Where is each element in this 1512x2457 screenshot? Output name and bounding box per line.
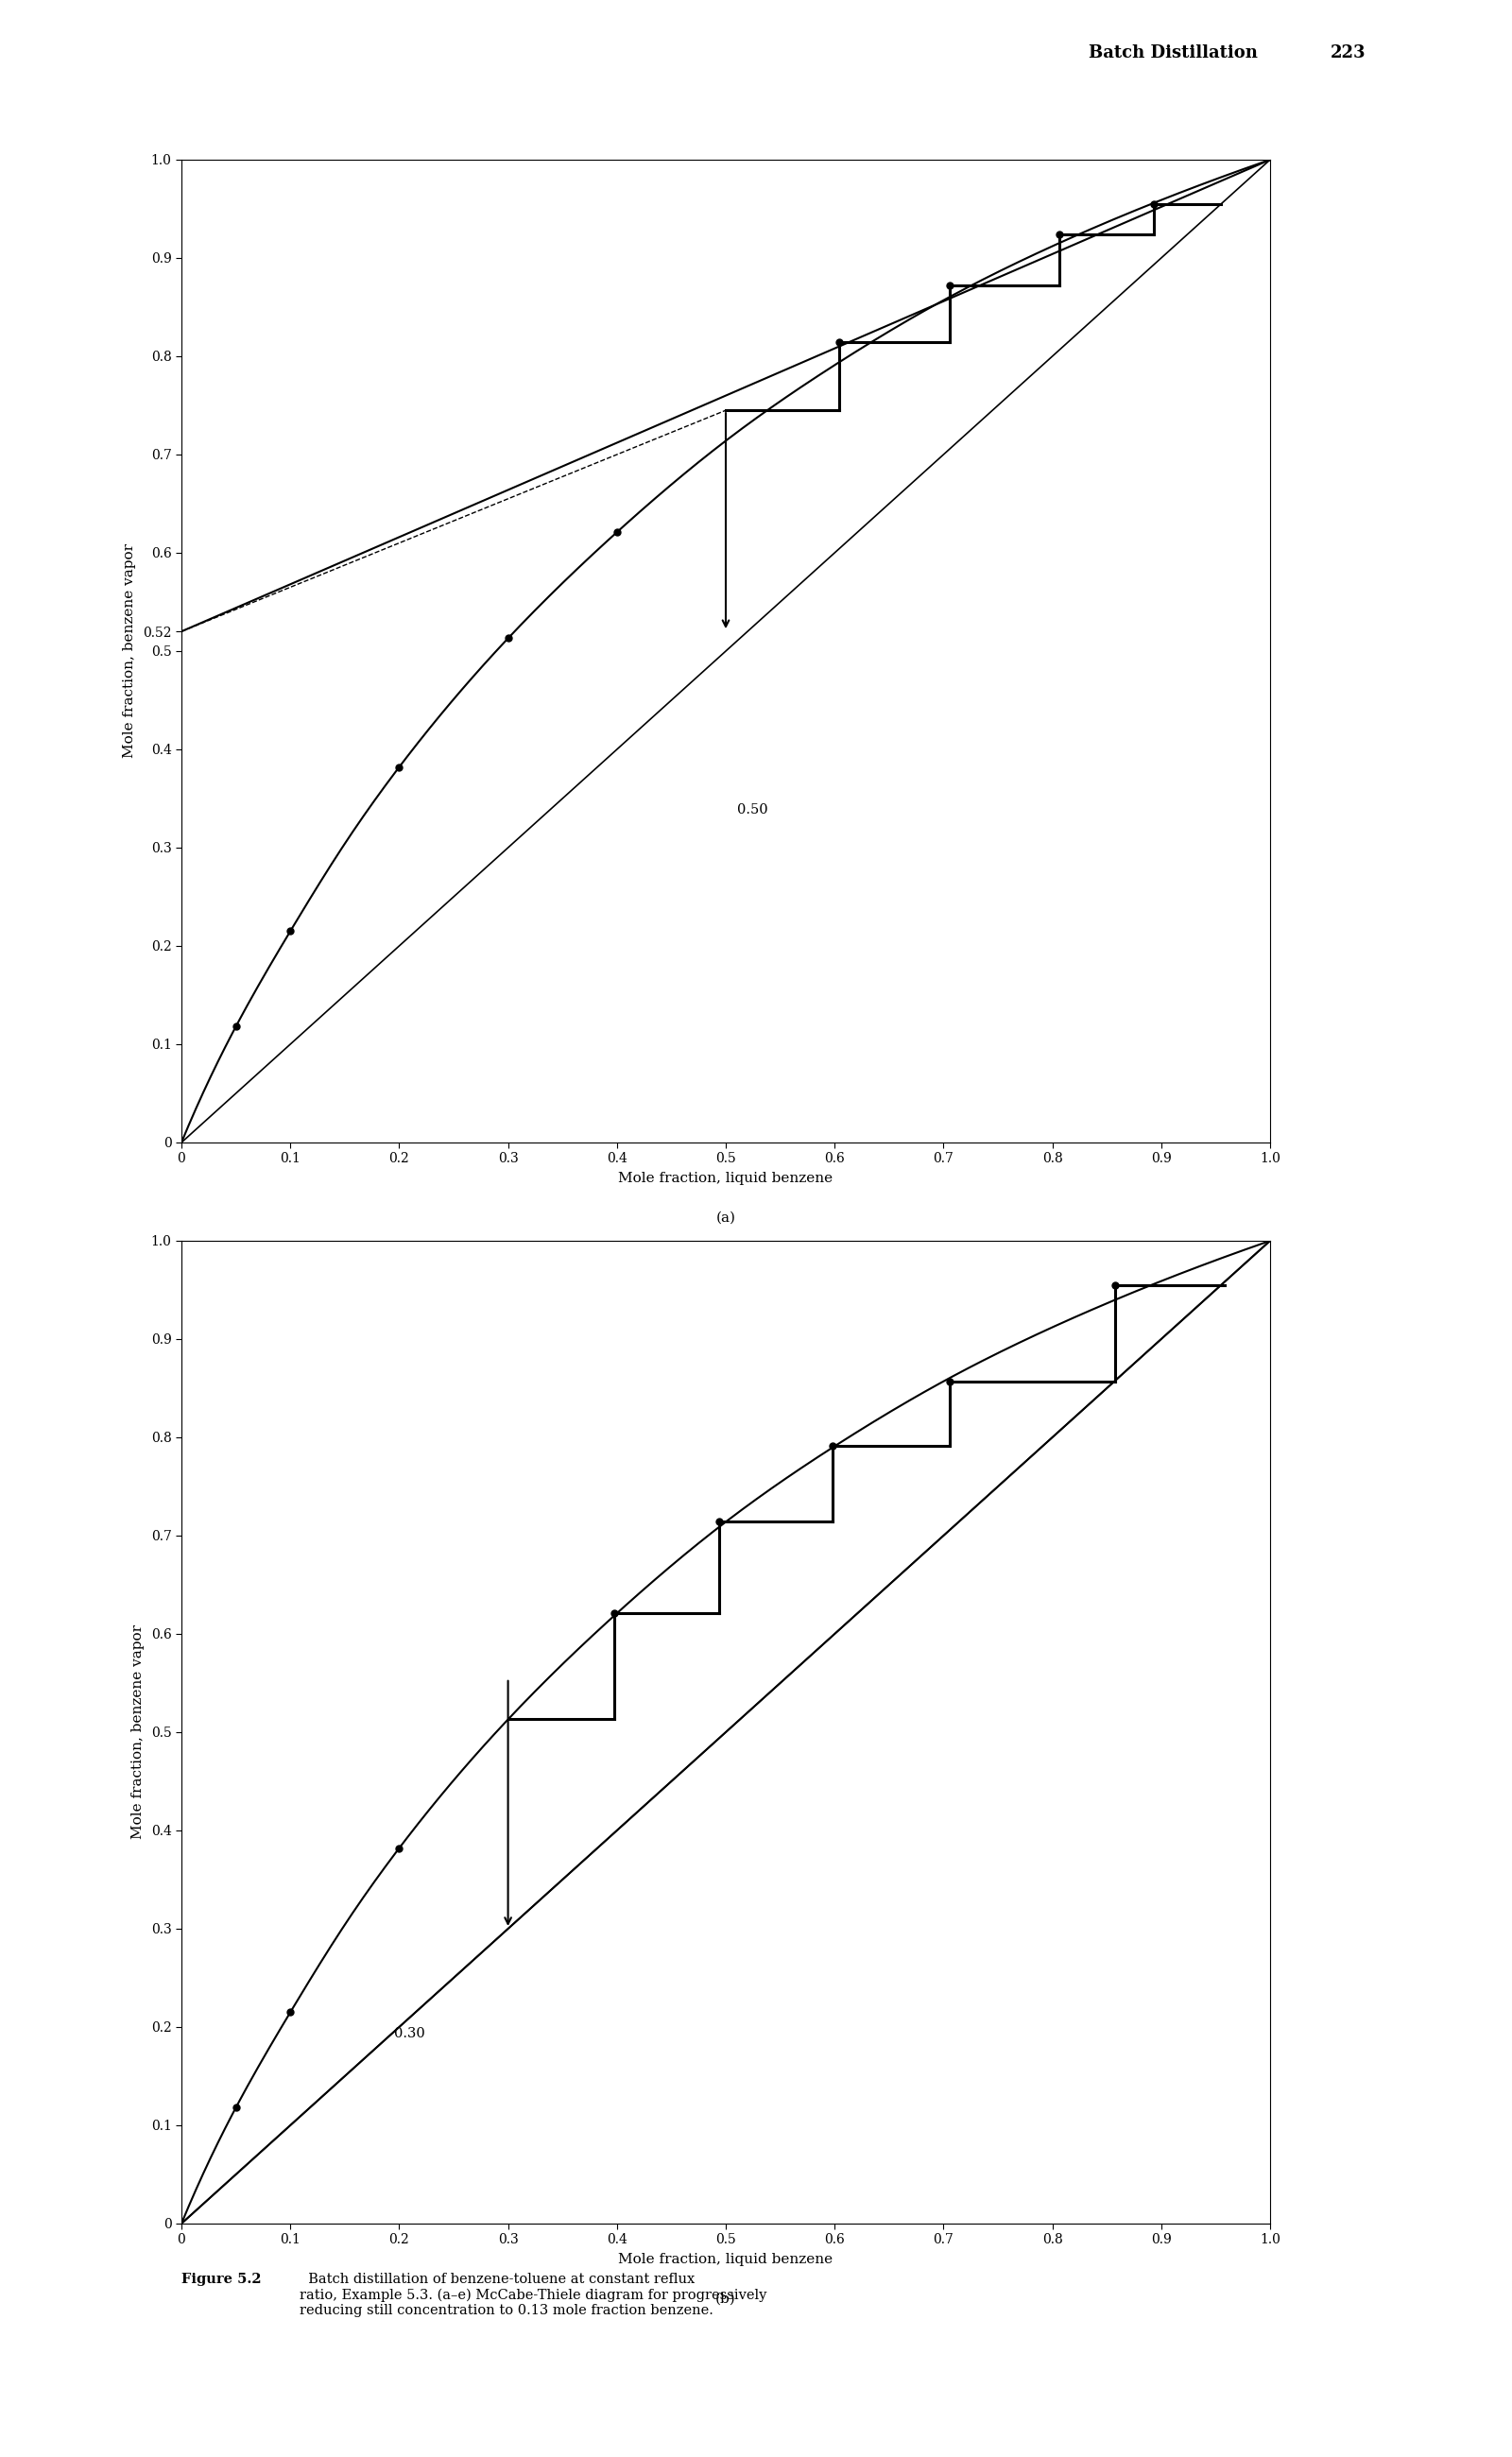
X-axis label: Mole fraction, liquid benzene: Mole fraction, liquid benzene <box>618 2253 833 2265</box>
Text: Figure 5.2: Figure 5.2 <box>181 2273 262 2285</box>
Text: (b): (b) <box>715 2292 736 2305</box>
Text: Batch Distillation: Batch Distillation <box>1089 44 1258 61</box>
Text: (a): (a) <box>715 1211 736 1224</box>
Y-axis label: Mole fraction, benzene vapor: Mole fraction, benzene vapor <box>132 1624 144 1840</box>
Y-axis label: Mole fraction, benzene vapor: Mole fraction, benzene vapor <box>122 543 136 759</box>
X-axis label: Mole fraction, liquid benzene: Mole fraction, liquid benzene <box>618 1172 833 1184</box>
Text: 0.30: 0.30 <box>393 2027 425 2039</box>
Text: 223: 223 <box>1331 44 1365 61</box>
Text: Batch distillation of benzene-toluene at constant reflux
ratio, Example 5.3. (a–: Batch distillation of benzene-toluene at… <box>299 2273 767 2317</box>
Text: 0.50: 0.50 <box>736 803 768 816</box>
